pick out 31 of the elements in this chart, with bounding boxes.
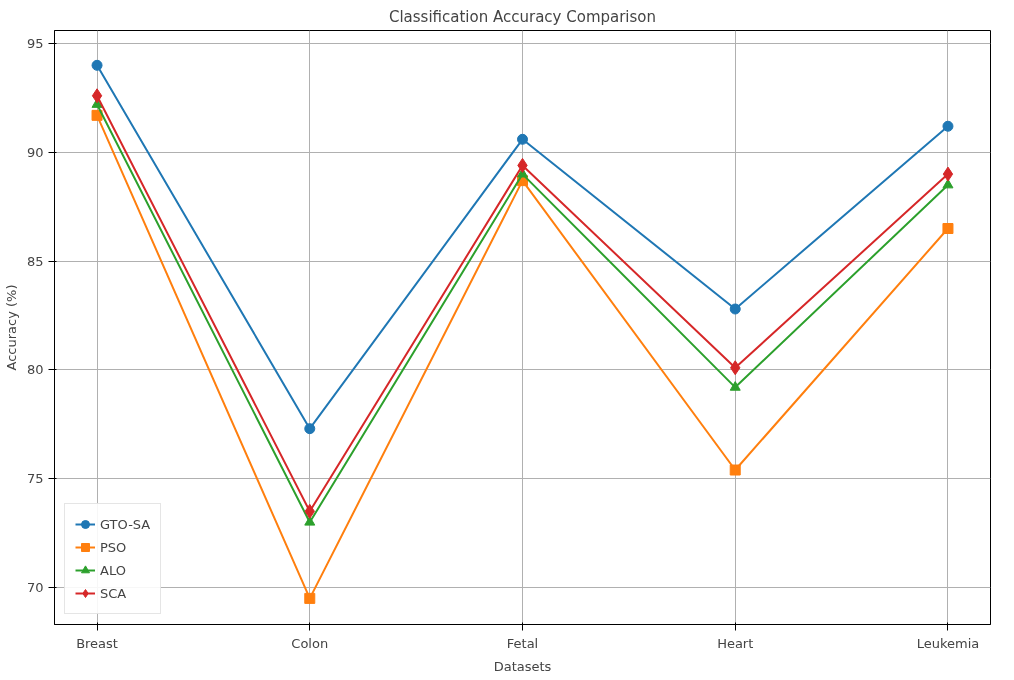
y-tick-label: 95 xyxy=(26,36,44,52)
point xyxy=(729,381,741,391)
x-axis-title: Datasets xyxy=(493,658,552,674)
y-tick-label: 70 xyxy=(26,580,44,596)
y-tick-label: 80 xyxy=(26,362,44,378)
y-tick-label: 75 xyxy=(26,471,44,487)
point xyxy=(942,178,954,189)
x-tick-label: Colon xyxy=(291,635,329,651)
chart-title: Classification Accuracy Comparison xyxy=(388,7,657,26)
y-tick-label: 90 xyxy=(26,144,44,160)
x-tick-label: Fetal xyxy=(506,635,539,651)
y-tick-label: 85 xyxy=(26,253,44,269)
point xyxy=(942,120,954,132)
point xyxy=(91,88,103,104)
legend-label: ALO xyxy=(100,562,126,578)
y-axis-title: Accuracy (%) xyxy=(3,284,19,371)
point xyxy=(304,423,316,435)
point xyxy=(91,109,103,121)
point xyxy=(942,223,954,234)
point xyxy=(729,464,741,476)
point xyxy=(517,133,528,145)
x-tick-label: Heart xyxy=(717,635,754,651)
x-tick-label: Breast xyxy=(76,635,118,651)
point xyxy=(942,166,954,182)
legend-label: GTO-SA xyxy=(100,516,151,532)
legend-label: SCA xyxy=(100,585,127,601)
point xyxy=(729,303,741,315)
x-tick-label: Leukemia xyxy=(916,635,980,651)
point xyxy=(91,59,103,71)
legend-label: PSO xyxy=(100,539,127,555)
point xyxy=(304,592,316,604)
